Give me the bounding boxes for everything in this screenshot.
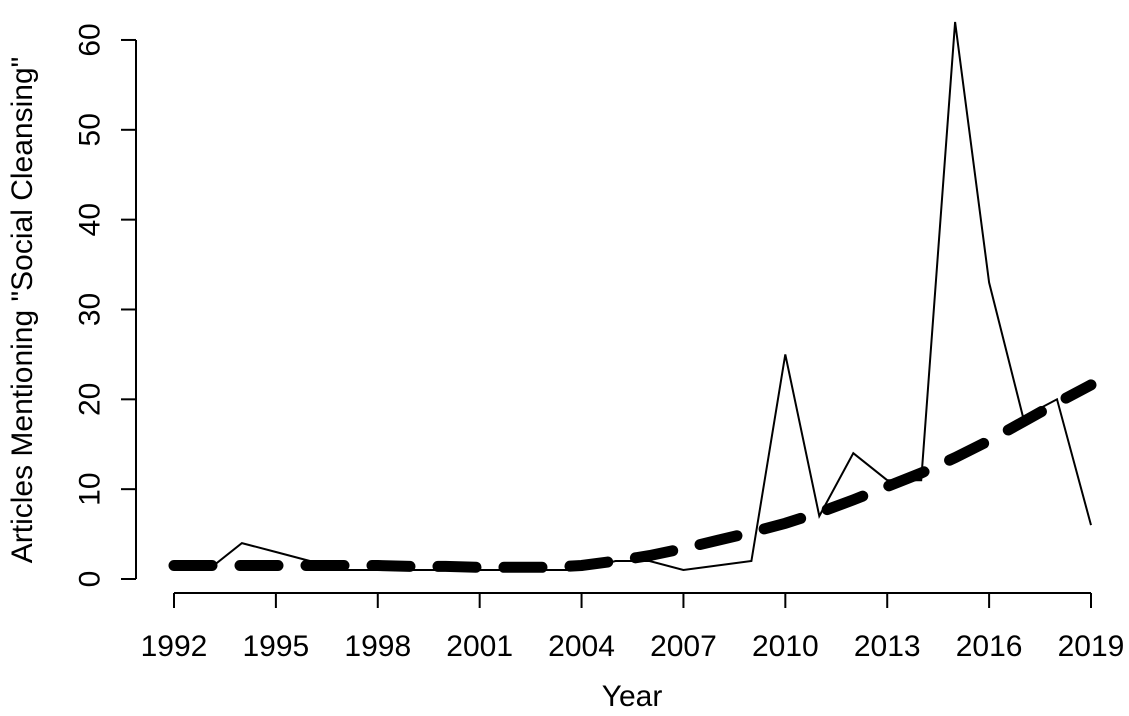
x-axis-title: Year (602, 680, 663, 713)
trend-line-dashed (168, 379, 1097, 573)
y-tick-label: 20 (74, 383, 107, 416)
articles-count-line (174, 21, 1092, 572)
y-axis-title: Articles Mentioning "Social Cleansing" (6, 57, 39, 564)
y-tick-label: 50 (74, 113, 107, 146)
x-tick-label: 1998 (344, 630, 411, 663)
x-tick-label: 2019 (1058, 630, 1125, 663)
x-axis: 1992 1995 1998 2001 2004 2007 2010 2013 2016 2019 (141, 592, 1125, 663)
x-tick-label: 2010 (752, 630, 819, 663)
y-axis: 0 10 20 30 40 50 60 (74, 23, 137, 587)
plot-series (168, 21, 1097, 573)
x-tick-label: 2007 (650, 630, 717, 663)
x-tick-label: 2016 (956, 630, 1023, 663)
x-tick-label: 1992 (141, 630, 208, 663)
x-tick-label: 2001 (446, 630, 513, 663)
x-tick-label: 2004 (548, 630, 615, 663)
y-tick-label: 10 (74, 472, 107, 505)
x-tick-label: 2013 (854, 630, 921, 663)
y-tick-label: 0 (74, 571, 107, 588)
y-tick-label: 60 (74, 23, 107, 56)
y-tick-label: 30 (74, 293, 107, 326)
y-tick-label: 40 (74, 203, 107, 236)
x-tick-label: 1995 (243, 630, 310, 663)
